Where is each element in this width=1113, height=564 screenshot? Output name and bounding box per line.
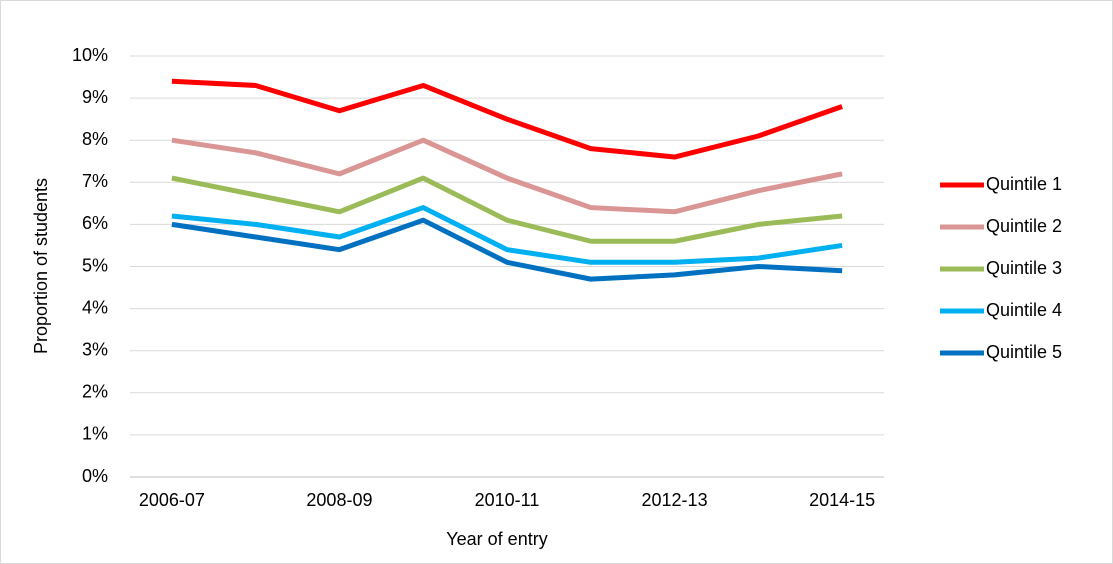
y-tick-label: 7% [82, 171, 108, 191]
x-axis-label: Year of entry [446, 529, 547, 549]
legend-label: Quintile 5 [986, 342, 1062, 362]
y-axis-label: Proportion of students [31, 178, 51, 354]
x-tick-label: 2010-11 [475, 490, 540, 510]
y-tick-label: 10% [72, 45, 108, 65]
legend-label: Quintile 1 [986, 174, 1062, 194]
x-tick-label: 2006-07 [139, 490, 205, 510]
y-tick-label: 1% [82, 424, 108, 444]
series-line [171, 205, 843, 265]
legend-label: Quintile 2 [986, 216, 1062, 236]
series-line [171, 175, 843, 244]
y-tick-label: 5% [82, 255, 108, 275]
y-tick-label: 8% [82, 129, 108, 149]
y-tick-label: 4% [82, 297, 108, 317]
x-tick-label: 2008-09 [306, 490, 372, 510]
y-tick-label: 9% [82, 87, 108, 107]
y-tick-label: 2% [82, 382, 108, 402]
legend-label: Quintile 4 [986, 300, 1062, 320]
legend-label: Quintile 3 [986, 258, 1062, 278]
series-line [171, 78, 843, 160]
x-tick-label: 2012-13 [642, 490, 708, 510]
series-line [171, 217, 843, 282]
series-line [171, 137, 843, 215]
x-tick-label: 2014-15 [809, 490, 875, 510]
y-tick-label: 3% [82, 339, 108, 359]
y-tick-label: 0% [82, 466, 108, 486]
y-tick-label: 6% [82, 213, 108, 233]
